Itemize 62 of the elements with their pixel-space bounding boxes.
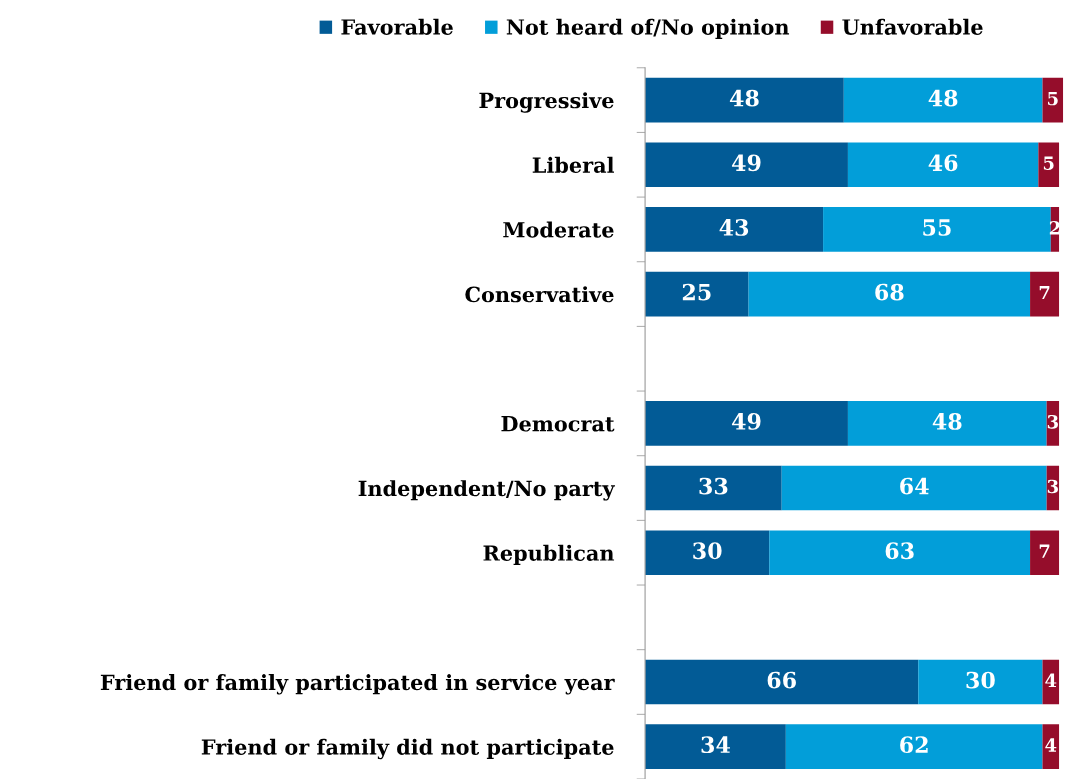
data-label: 49: [731, 413, 761, 430]
bar: [1030, 530, 1060, 576]
data-label: 48: [729, 89, 759, 107]
bar: [645, 77, 844, 123]
data-label: 4: [1045, 673, 1057, 687]
data-label: 30: [966, 671, 995, 689]
bar: [645, 271, 749, 317]
y-tick-label: Liberal: [532, 156, 615, 173]
data-label: 25: [682, 283, 711, 301]
bar: [843, 77, 1043, 123]
bar: [645, 659, 919, 705]
bar: [1042, 77, 1064, 123]
data-label: 7: [1039, 285, 1050, 300]
data-label: 33: [699, 477, 728, 495]
data-label: 5: [1048, 91, 1058, 106]
bar: [645, 465, 782, 511]
data-label: 68: [875, 283, 904, 301]
legend-label: Not heard of/No opinion: [506, 18, 790, 39]
legend-label: Favorable: [341, 18, 453, 35]
legend-label: Unfavorable: [842, 18, 983, 35]
bar: [1042, 659, 1060, 705]
data-label: 34: [701, 736, 731, 754]
bar: [918, 659, 1043, 705]
data-label: 48: [932, 413, 962, 430]
data-label: 64: [900, 477, 929, 495]
bar: [1042, 724, 1060, 769]
y-tick-label: Conservative: [465, 286, 614, 303]
y-tick-label: Friend or family participated in service year: [100, 674, 615, 695]
y-tick-label: Democrat: [501, 416, 615, 432]
y-tick-label: Republican: [483, 544, 615, 565]
bar: [785, 724, 1043, 769]
data-label: 4: [1045, 738, 1057, 752]
bar: [748, 271, 1031, 317]
data-label: 43: [719, 219, 749, 236]
bar: [1038, 142, 1060, 188]
bar: [645, 207, 824, 252]
data-label: 5: [1043, 156, 1054, 170]
bar: [847, 401, 1047, 446]
y-tick-label: Progressive: [479, 92, 614, 113]
bar: [823, 207, 1051, 252]
bar: [847, 142, 1039, 188]
y-tick-label: Friend or family did not participate: [201, 738, 614, 760]
data-label: 30: [693, 542, 722, 560]
data-label: 3: [1047, 479, 1058, 494]
data-label: 63: [885, 542, 914, 560]
bar: [781, 465, 1047, 511]
y-tick-label: Moderate: [503, 221, 614, 238]
data-label: 3: [1047, 414, 1058, 429]
data-label: 49: [731, 154, 761, 172]
bar: [645, 724, 786, 769]
bar: [1030, 271, 1060, 317]
bar: [645, 401, 848, 446]
data-label: 55: [923, 219, 951, 236]
bar: [645, 530, 770, 576]
data-label: 62: [900, 736, 928, 754]
data-label: 7: [1039, 544, 1050, 558]
data-label: 46: [928, 154, 958, 172]
data-label: 48: [928, 89, 958, 107]
data-label: 66: [767, 671, 796, 689]
bar: [769, 530, 1031, 576]
y-tick-label: Independent/No party: [358, 480, 616, 501]
bar: [645, 142, 848, 188]
